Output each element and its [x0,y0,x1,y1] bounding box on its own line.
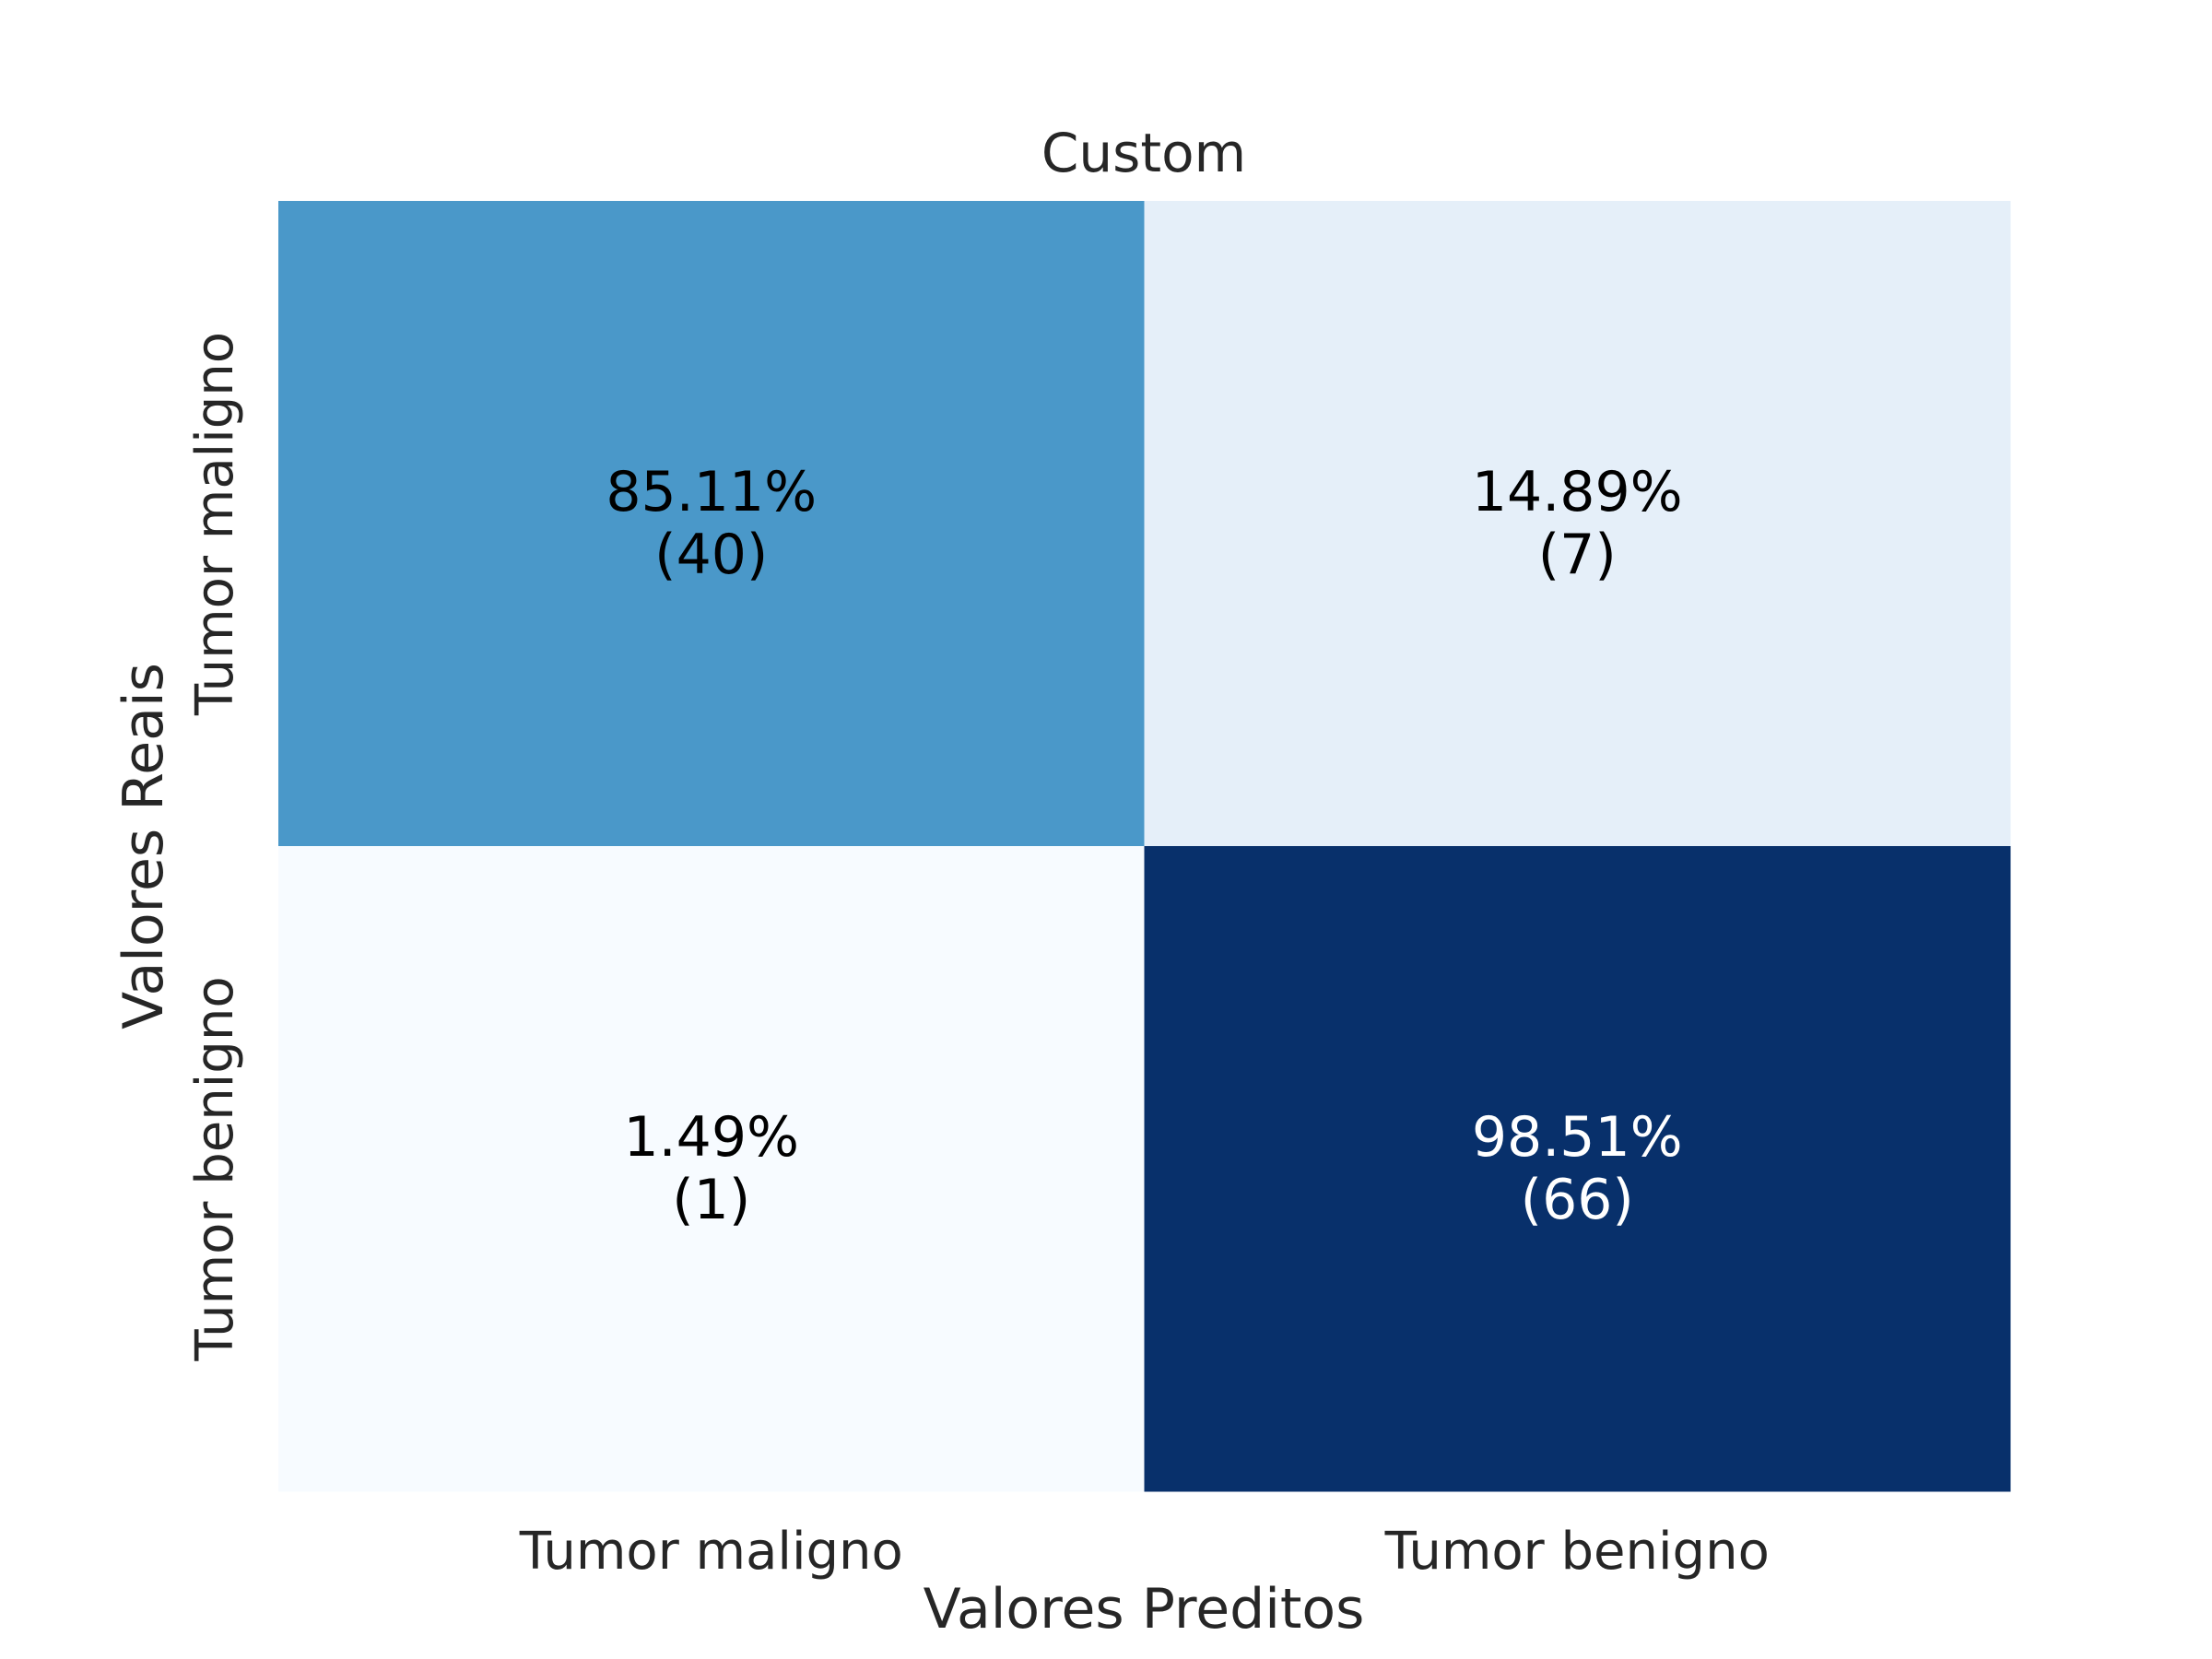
cell-percent-label: 85.11% [606,460,817,524]
y-tick-label: Tumor maligno [185,332,245,716]
heatmap-cell [1144,201,2011,847]
heatmap-cell [1144,846,2011,1492]
cell-percent-label: 14.89% [1472,460,1683,524]
x-tick-label: Tumor maligno [519,1522,903,1582]
cell-count-label: (40) [654,523,768,587]
heatmap-cells [278,201,2011,1492]
chart-title: Custom [1041,122,1246,184]
cell-count-label: (1) [672,1168,750,1232]
x-tick-label: Tumor benigno [1384,1522,1770,1582]
cell-count-label: (7) [1538,523,1617,587]
cell-count-label: (66) [1521,1168,1634,1232]
heatmap-cell [278,846,1145,1492]
y-axis-label: Valores Reais [112,663,176,1030]
x-axis-label: Valores Preditos [924,1577,1365,1641]
heatmap-cell [278,201,1145,847]
y-tick-label: Tumor benigno [185,976,245,1361]
x-tick-labels: Tumor maligno Tumor benigno [519,1522,1770,1582]
y-tick-labels: Tumor maligno Tumor benigno [185,332,245,1362]
cell-percent-label: 98.51% [1472,1105,1683,1170]
heatmap-cell-labels: 85.11%(40) 14.89%(7) 1.49%(1) 98.51%(66) [606,460,1682,1232]
cell-percent-label: 1.49% [623,1105,799,1170]
